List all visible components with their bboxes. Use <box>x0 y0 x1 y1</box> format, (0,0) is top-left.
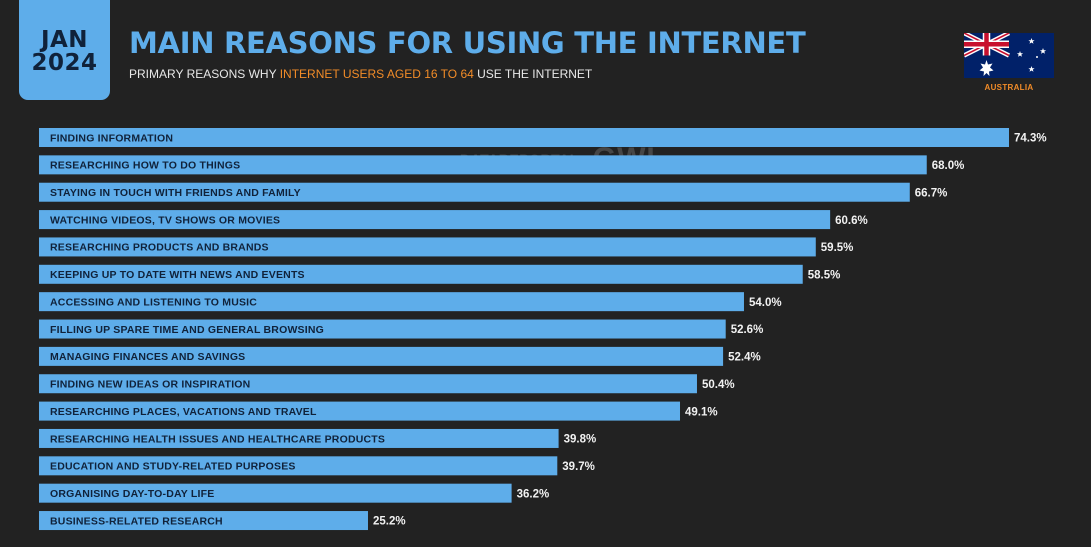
bar-value-label: 52.6% <box>731 324 764 336</box>
bar-value-label: 39.8% <box>564 434 597 446</box>
bar-category-label: ORGANISING DAY-TO-DAY LIFE <box>50 488 214 500</box>
bar-value-label: 50.4% <box>702 379 735 391</box>
bar-category-label: RESEARCHING PRODUCTS AND BRANDS <box>50 242 269 254</box>
bar-category-label: KEEPING UP TO DATE WITH NEWS AND EVENTS <box>50 269 305 281</box>
subtitle-prefix: PRIMARY REASONS WHY <box>129 67 277 81</box>
bar <box>39 210 831 230</box>
bar-value-label: 59.5% <box>821 242 854 254</box>
subtitle-highlight: INTERNET USERS AGED 16 TO 64 <box>279 67 474 81</box>
bar-value-label: 49.1% <box>685 406 718 418</box>
bar <box>39 292 744 312</box>
bar <box>39 428 559 448</box>
bar-category-label: RESEARCHING HEALTH ISSUES AND HEALTHCARE… <box>50 433 385 445</box>
bar-value-label: 54.0% <box>749 297 782 309</box>
bar-category-label: STAYING IN TOUCH WITH FRIENDS AND FAMILY <box>50 187 301 199</box>
bar <box>39 374 697 394</box>
australia-flag-icon <box>964 33 1054 78</box>
bar-category-label: FINDING INFORMATION <box>50 132 173 144</box>
bar-category-label: EDUCATION AND STUDY-RELATED PURPOSES <box>50 461 296 473</box>
bar-category-label: RESEARCHING PLACES, VACATIONS AND TRAVEL <box>50 406 317 418</box>
bar <box>39 237 816 257</box>
bar-value-label: 60.6% <box>835 215 868 227</box>
bar-chart: FINDING INFORMATION 74.3% RESEARCHING HOW … <box>39 128 1047 531</box>
bar-category-label: FINDING NEW IDEAS OR INSPIRATION <box>50 379 250 391</box>
chart-title: MAIN REASONS FOR USING THE INTERNET <box>129 26 806 60</box>
bar-value-label: 39.7% <box>562 461 595 473</box>
bar <box>39 155 927 175</box>
bar-value-label: 68.0% <box>932 160 965 172</box>
bar <box>39 483 512 503</box>
country-label: AUSTRALIA <box>984 83 1034 92</box>
bar-category-label: RESEARCHING HOW TO DO THINGS <box>50 160 240 172</box>
bar <box>39 128 1009 147</box>
subtitle-suffix: USE THE INTERNET <box>477 67 593 81</box>
bar-value-label: 52.4% <box>728 352 761 364</box>
bar-category-label: FILLING UP SPARE TIME AND GENERAL BROWSI… <box>50 324 324 336</box>
bar-value-label: 36.2% <box>517 488 550 500</box>
bar-value-label: 74.3% <box>1014 133 1047 145</box>
bar <box>39 456 558 476</box>
bar <box>39 182 910 202</box>
bar <box>39 346 724 366</box>
bar-value-label: 58.5% <box>808 270 841 282</box>
date-badge: JAN 2024 <box>19 0 110 100</box>
bar-category-label: BUSINESS-RELATED RESEARCH <box>50 515 223 527</box>
bar <box>39 511 368 531</box>
bar-value-label: 66.7% <box>915 187 948 199</box>
bar-category-label: MANAGING FINANCES AND SAVINGS <box>50 351 245 363</box>
bar <box>39 319 726 339</box>
badge-month: JAN <box>40 26 89 53</box>
bar <box>39 401 681 421</box>
chart-subtitle: PRIMARY REASONS WHY INTERNET USERS AGED … <box>129 67 592 81</box>
badge-year: 2024 <box>31 50 98 76</box>
bar-category-label: WATCHING VIDEOS, TV SHOWS OR MOVIES <box>50 214 280 226</box>
bar-value-label: 25.2% <box>373 516 406 528</box>
bar <box>39 264 803 284</box>
bar-category-label: ACCESSING AND LISTENING TO MUSIC <box>50 296 257 308</box>
